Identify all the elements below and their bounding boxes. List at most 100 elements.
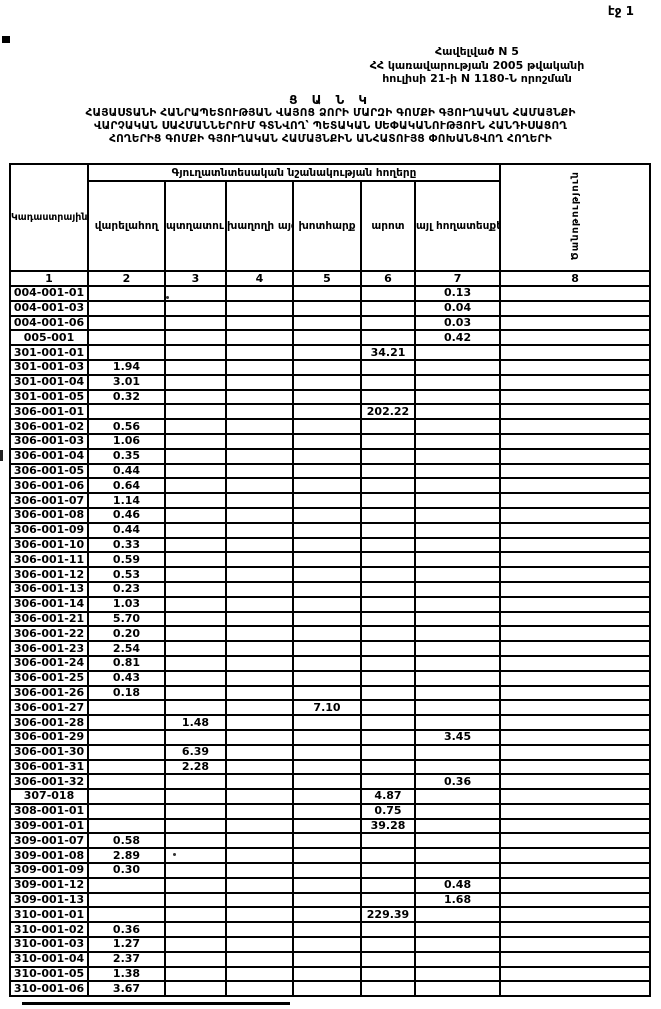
area-value-cell xyxy=(292,329,362,347)
cadastral-code-cell: 309-001-12 xyxy=(9,876,89,894)
cadastral-code-cell: 301-001-01 xyxy=(9,344,89,361)
area-value-cell: 0.44 xyxy=(87,521,166,539)
cadastral-code-cell: 005-001 xyxy=(9,329,89,347)
area-value-cell xyxy=(499,358,652,376)
area-value-cell xyxy=(292,936,362,953)
table-row: 004-001-01 0.13 xyxy=(9,285,652,302)
table-row: 306-001-30 6.39 xyxy=(9,743,652,761)
area-value-cell: 0.43 xyxy=(87,669,166,687)
table-row: 301-001-04 3.01 xyxy=(9,373,652,391)
annex-reference-block: Հավելված N 5 ՀՀ կառավարության 2005 թվակա… xyxy=(307,45,647,86)
area-value-cell xyxy=(413,521,502,539)
area-value-cell xyxy=(499,669,652,687)
cadastral-code-cell: 306-001-06 xyxy=(9,477,89,495)
col-header-note: Ծանոթություն xyxy=(499,163,652,272)
cadastral-code-cell: 306-001-23 xyxy=(9,640,89,657)
area-value-cell xyxy=(225,921,294,939)
area-value-cell xyxy=(360,876,416,894)
area-value-cell xyxy=(360,580,416,598)
cadastral-code-cell: 306-001-26 xyxy=(9,684,89,702)
col-header-pasture: արոտ xyxy=(360,180,416,272)
area-value-cell: 0.13 xyxy=(413,285,502,302)
area-value-cell xyxy=(413,610,502,628)
cadastral-code-cell: 301-001-03 xyxy=(9,358,89,376)
area-value-cell xyxy=(413,432,502,450)
cadastral-code-cell: 004-001-01 xyxy=(9,285,89,302)
area-value-cell xyxy=(360,566,416,583)
area-value-cell xyxy=(292,625,362,643)
cadastral-code-cell: 309-001-07 xyxy=(9,832,89,850)
table-row: 308-001-01 0.75 xyxy=(9,802,652,820)
table-row: 306-001-28 1.48 xyxy=(9,714,652,731)
area-value-cell xyxy=(360,285,416,302)
col-header-other-lands: այլ հողատեսքեր xyxy=(413,180,502,272)
area-value-cell: 5.70 xyxy=(87,610,166,628)
area-value-cell xyxy=(87,403,166,421)
cadastral-code-cell: 306-001-02 xyxy=(9,418,89,435)
table-row: 301-001-01 34.21 xyxy=(9,344,652,361)
area-value-cell xyxy=(413,654,502,672)
cadastral-code-cell: 004-001-06 xyxy=(9,314,89,332)
area-value-cell xyxy=(413,758,502,776)
area-value-cell: 0.18 xyxy=(87,684,166,702)
table-row: 306-001-07 1.14 xyxy=(9,492,652,509)
table-row: 309-001-09 0.30 xyxy=(9,862,652,879)
area-value-cell: 1.06 xyxy=(87,432,166,450)
area-value-cell xyxy=(499,891,652,909)
table-row: 306-001-01 202.22 xyxy=(9,403,652,421)
cadastral-code-cell: 306-001-28 xyxy=(9,714,89,731)
area-value-cell: 2.28 xyxy=(164,758,227,776)
area-value-cell xyxy=(225,936,294,953)
land-transfer-table: Կադաստրային ծածկագիր Գյուղատնտեսական նշա… xyxy=(9,163,652,998)
area-value-cell xyxy=(499,595,652,613)
area-value-cell xyxy=(225,965,294,983)
page-number: էջ 1 xyxy=(607,4,634,18)
area-value-cell xyxy=(164,802,227,820)
area-value-cell: 202.22 xyxy=(360,403,416,421)
area-value-cell xyxy=(87,743,166,761)
column-number: 1 xyxy=(9,270,89,287)
area-value-cell: 1.94 xyxy=(87,358,166,376)
area-value-cell xyxy=(225,566,294,583)
area-value-cell: 0.20 xyxy=(87,625,166,643)
scan-artifact xyxy=(0,450,3,461)
annex-line: Հավելված N 5 xyxy=(435,45,519,58)
area-value-cell xyxy=(360,980,416,998)
area-value-cell xyxy=(225,847,294,865)
area-value-cell: 0.30 xyxy=(87,862,166,879)
area-value-cell xyxy=(225,743,294,761)
area-value-cell xyxy=(292,714,362,731)
area-value-cell xyxy=(292,358,362,376)
area-value-cell xyxy=(225,580,294,598)
scan-artifact xyxy=(166,296,169,299)
col-header-hayfield: խոտհարք xyxy=(292,180,362,272)
area-value-cell xyxy=(292,906,362,924)
area-value-cell xyxy=(164,788,227,805)
area-value-cell xyxy=(164,610,227,628)
area-value-cell xyxy=(360,551,416,569)
area-value-cell xyxy=(360,447,416,465)
area-value-cell: 1.48 xyxy=(164,714,227,731)
area-value-cell xyxy=(499,847,652,865)
area-value-cell xyxy=(413,373,502,391)
area-value-cell xyxy=(225,462,294,480)
col-header-vineyard: խաղողի այգի xyxy=(225,180,294,272)
area-value-cell xyxy=(413,906,502,924)
area-value-cell xyxy=(499,432,652,450)
area-value-cell xyxy=(164,388,227,406)
area-value-cell xyxy=(499,654,652,672)
area-value-cell xyxy=(499,906,652,924)
cadastral-code-cell: 306-001-09 xyxy=(9,521,89,539)
col-header-cadastral-code: Կադաստրային ծածկագիր xyxy=(9,163,89,272)
area-value-cell: 0.59 xyxy=(87,551,166,569)
table-row: 306-001-21 5.70 xyxy=(9,610,652,628)
area-value-cell xyxy=(413,462,502,480)
area-value-cell xyxy=(164,699,227,717)
area-value-cell xyxy=(292,847,362,865)
area-value-cell xyxy=(499,788,652,805)
area-value-cell xyxy=(292,314,362,332)
area-value-cell xyxy=(164,876,227,894)
area-value-cell xyxy=(164,847,227,865)
area-value-cell xyxy=(292,980,362,998)
